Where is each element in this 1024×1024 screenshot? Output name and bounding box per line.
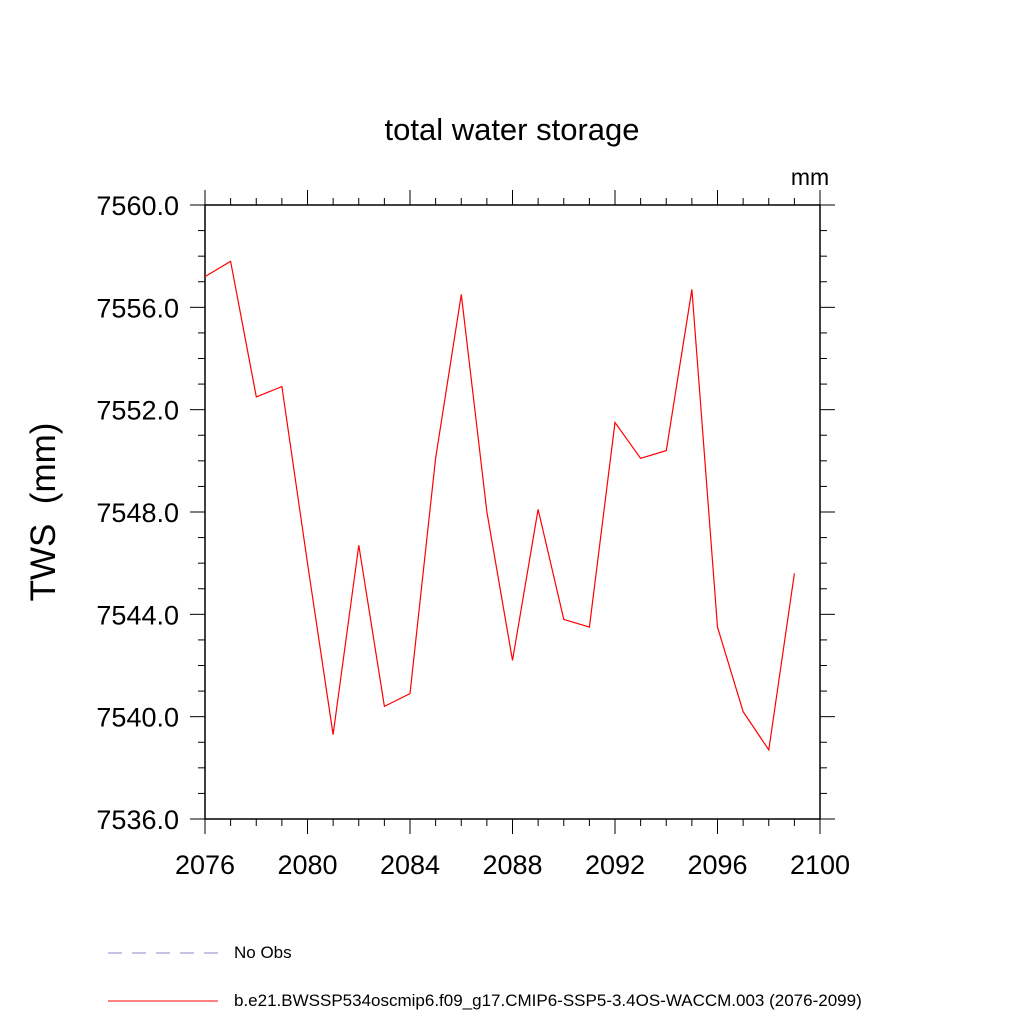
series-layer [204, 260, 795, 752]
y-tick-label: 7548.0 [96, 498, 179, 528]
y-tick-label: 7560.0 [96, 191, 179, 221]
y-tick-label: 7540.0 [96, 703, 179, 733]
x-tick-label: 2076 [175, 850, 235, 880]
y-tick-label: 7556.0 [96, 293, 179, 323]
units-label: mm [790, 164, 830, 190]
legend [108, 952, 218, 1002]
legend-label-no-obs: No Obs [234, 943, 292, 962]
x-tick-label: 2080 [277, 850, 337, 880]
series-line [204, 260, 795, 752]
y-axis-label: TWS (mm) [24, 422, 63, 602]
y-tick-label: 7536.0 [96, 805, 179, 835]
x-tick-label: 2092 [585, 850, 645, 880]
plot-frame [204, 204, 821, 820]
y-tick-label: 7552.0 [96, 396, 179, 426]
x-tick-label: 2100 [790, 850, 850, 880]
axis-tick-labels: 2076 2080 2084 2088 2092 2096 2100 7536.0 7540.0… [96, 191, 850, 880]
x-tick-label: 2096 [687, 850, 747, 880]
axis-ticks [190, 190, 835, 834]
chart-title: total water storage [384, 112, 640, 147]
y-tick-label: 7544.0 [96, 600, 179, 630]
legend-label-model-run: b.e21.BWSSP534oscmip6.f09_g17.CMIP6-SSP5… [234, 991, 862, 1010]
x-tick-label: 2088 [482, 850, 542, 880]
x-tick-label: 2084 [380, 850, 440, 880]
